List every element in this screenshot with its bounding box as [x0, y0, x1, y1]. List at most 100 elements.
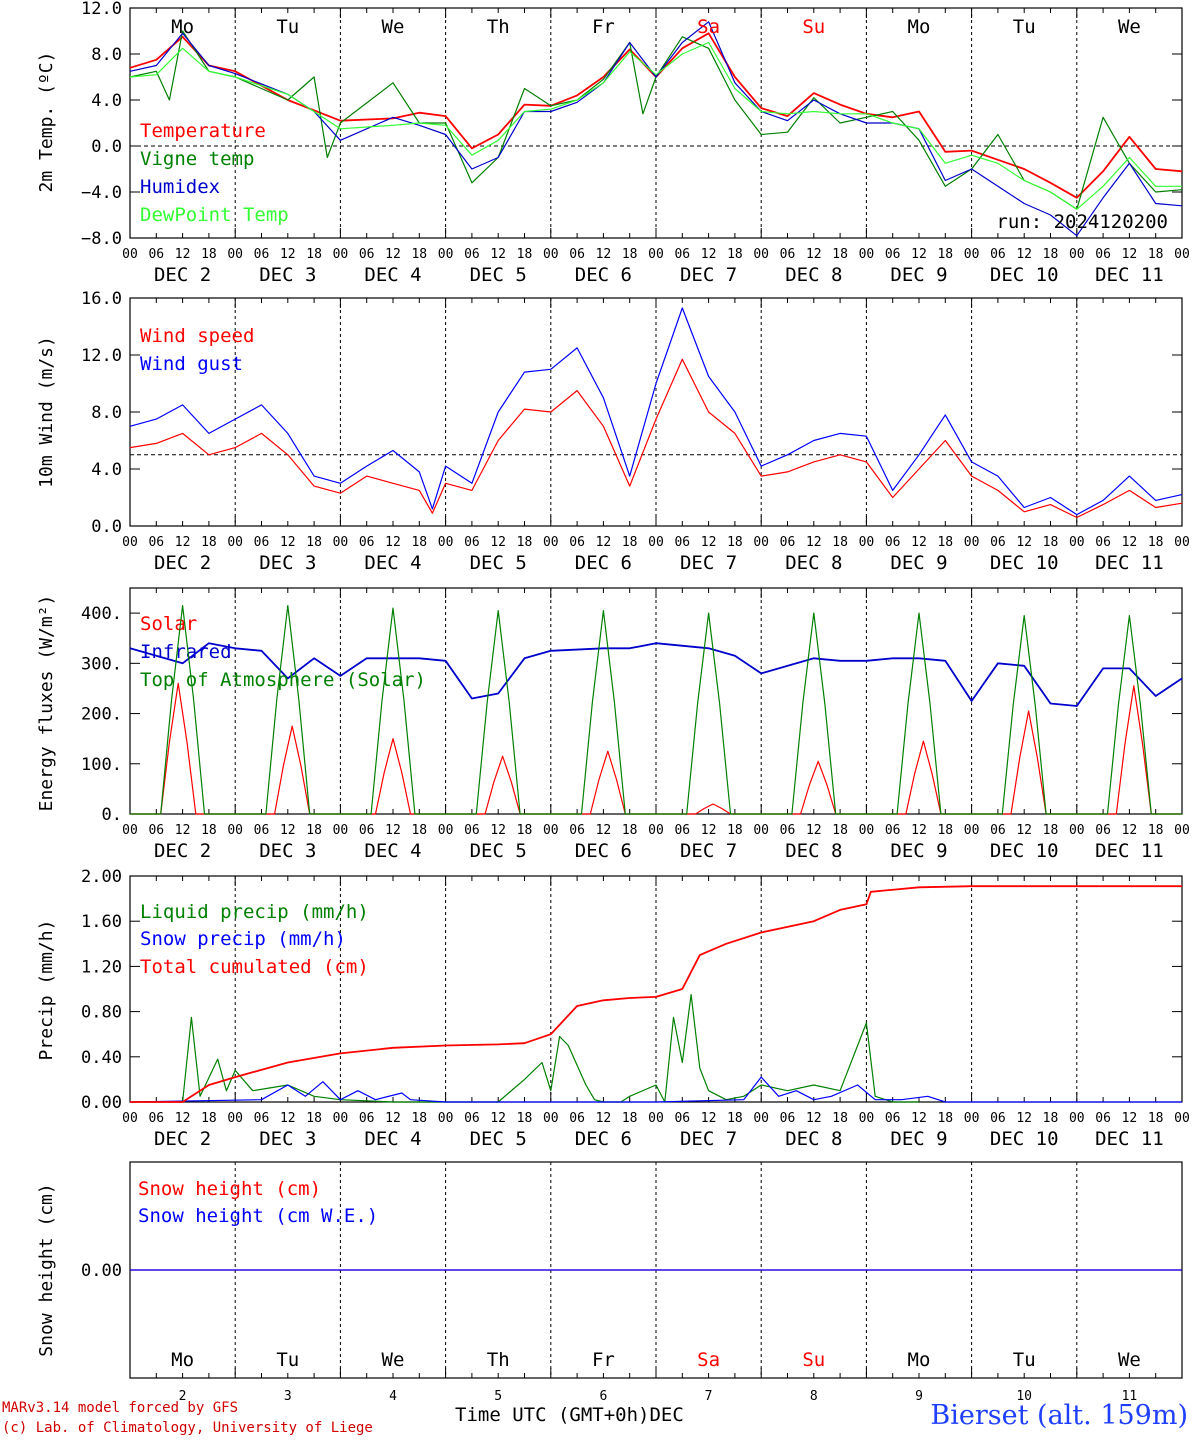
y-tick-label: 8.0 [91, 45, 122, 65]
hour-tick-label: 18 [517, 535, 533, 550]
date-label: DEC 4 [364, 840, 421, 862]
x-axis-title: Time UTC (GMT+0h)DEC [455, 1404, 684, 1426]
hour-tick-label: 18 [1043, 247, 1059, 262]
legend-label: Humidex [140, 176, 220, 198]
y-tick-label: 4.0 [91, 91, 122, 111]
y-tick-label: 0.0 [91, 137, 122, 157]
hour-tick-label: 12 [596, 535, 612, 550]
legend-label: Wind gust [140, 353, 243, 375]
hour-tick-label: 12 [490, 823, 506, 838]
hour-tick-label: 06 [1095, 535, 1111, 550]
series-line [129, 32, 1183, 199]
date-label: DEC 9 [890, 1128, 947, 1150]
hour-tick-label: 00 [964, 247, 980, 262]
hour-tick-label: 12 [701, 823, 717, 838]
hour-tick-label: 06 [148, 535, 164, 550]
hour-tick-label: 00 [859, 535, 875, 550]
hour-tick-label: 06 [359, 823, 375, 838]
hour-tick-label: 12 [385, 247, 401, 262]
y-axis-label: Precip (mm/h) [36, 920, 57, 1061]
hour-tick-label: 06 [674, 1111, 690, 1126]
hour-tick-label: 18 [306, 247, 322, 262]
date-label: DEC 7 [680, 552, 737, 574]
legend-label: Wind speed [140, 325, 254, 347]
hour-tick-label: 18 [306, 535, 322, 550]
hour-tick-label: 00 [227, 1111, 243, 1126]
date-label: DEC 10 [990, 552, 1059, 574]
hour-tick-label: 12 [1016, 823, 1032, 838]
hour-tick-label: 18 [201, 1111, 217, 1126]
hour-tick-label: 18 [937, 1111, 953, 1126]
hour-tick-label: 12 [175, 535, 191, 550]
hour-tick-label: 06 [569, 535, 585, 550]
series-line [129, 1076, 1182, 1103]
hour-tick-label: 12 [175, 1111, 191, 1126]
hour-tick-label: 06 [254, 823, 270, 838]
date-label: DEC 3 [259, 552, 316, 574]
hour-tick-label: 00 [1069, 823, 1085, 838]
hour-tick-label: 12 [911, 1111, 927, 1126]
y-tick-label: 0.00 [81, 1261, 122, 1281]
date-label: DEC 7 [680, 264, 737, 286]
date-label: DEC 2 [154, 552, 211, 574]
hour-tick-label: 12 [1122, 535, 1138, 550]
y-tick-label: 0. [102, 805, 122, 825]
hour-tick-label: 06 [990, 823, 1006, 838]
hour-tick-label: 00 [543, 535, 559, 550]
station-name: Bierset (alt. 159m) [930, 1400, 1188, 1431]
y-tick-label: 4.0 [91, 460, 122, 480]
date-label: DEC 11 [1095, 552, 1164, 574]
hour-tick-label: 06 [885, 1111, 901, 1126]
series-line [129, 41, 1182, 210]
hour-tick-label: 06 [780, 823, 796, 838]
hour-tick-label: 00 [227, 247, 243, 262]
hour-tick-label: 00 [964, 535, 980, 550]
date-label: DEC 5 [470, 552, 527, 574]
hour-tick-label: 18 [937, 247, 953, 262]
hour-tick-label: 00 [648, 247, 664, 262]
hour-tick-label: 06 [1095, 1111, 1111, 1126]
hour-tick-label: 06 [885, 535, 901, 550]
hour-tick-label: 00 [753, 247, 769, 262]
date-label: DEC 5 [470, 840, 527, 862]
hour-tick-label: 00 [543, 1111, 559, 1126]
hour-tick-label: 12 [280, 535, 296, 550]
date-label: DEC 5 [470, 1128, 527, 1150]
legend-label: DewPoint Temp [140, 204, 289, 226]
date-label: DEC 9 [890, 552, 947, 574]
hour-tick-label: 06 [780, 535, 796, 550]
hour-tick-label: 12 [1122, 1111, 1138, 1126]
date-label: DEC 4 [364, 1128, 421, 1150]
legend-label: Snow height (cm W.E.) [138, 1205, 378, 1227]
hour-tick-label: 12 [490, 247, 506, 262]
hour-tick-label: 12 [175, 823, 191, 838]
hour-tick-label: 18 [622, 247, 638, 262]
day-name-label: We [382, 16, 405, 38]
hour-tick-label: 06 [569, 247, 585, 262]
hour-tick-label: 06 [885, 247, 901, 262]
hour-tick-label: 18 [832, 823, 848, 838]
date-label: DEC 8 [785, 1128, 842, 1150]
hour-tick-label: 18 [832, 535, 848, 550]
hour-tick-label: 12 [280, 823, 296, 838]
hour-tick-label: 00 [1069, 1111, 1085, 1126]
hour-tick-label: 00 [333, 535, 349, 550]
date-label: DEC 11 [1095, 840, 1164, 862]
y-tick-label: 0.0 [91, 517, 122, 537]
hour-tick-label: 00 [1174, 535, 1190, 550]
date-label: DEC 11 [1095, 1128, 1164, 1150]
date-label: DEC 2 [154, 264, 211, 286]
y-tick-label: 1.60 [81, 912, 122, 932]
hour-tick-label: 06 [885, 823, 901, 838]
legend-label: Infrared [140, 641, 232, 663]
hour-tick-label: 12 [1016, 247, 1032, 262]
hour-tick-label: 06 [569, 823, 585, 838]
hour-tick-label: 06 [148, 1111, 164, 1126]
date-label: DEC 10 [990, 1128, 1059, 1150]
hour-tick-label: 18 [1043, 1111, 1059, 1126]
hour-tick-label: 00 [1174, 247, 1190, 262]
hour-tick-label: 18 [622, 823, 638, 838]
hour-tick-label: 06 [990, 535, 1006, 550]
day-name-label: Mo [908, 1349, 931, 1371]
hour-tick-label: 12 [911, 823, 927, 838]
